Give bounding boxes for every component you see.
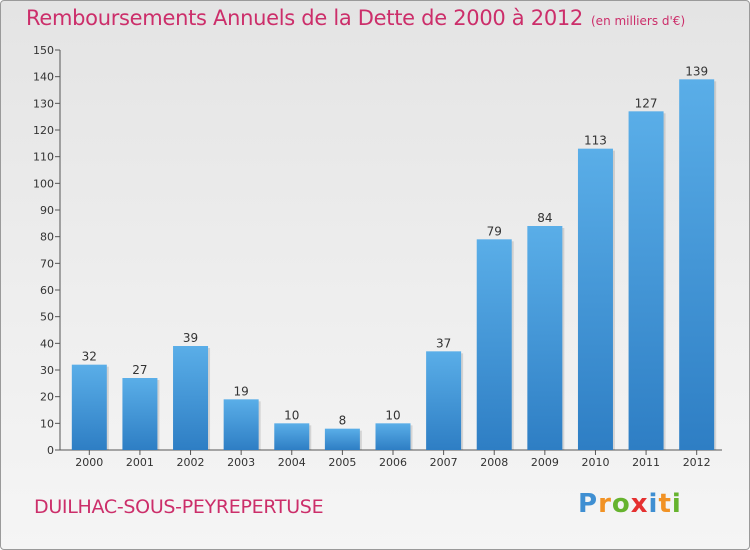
x-tick-label: 2000 <box>75 456 103 469</box>
x-tick-label: 2002 <box>177 456 205 469</box>
chart-title: Remboursements Annuels de la Dette de 20… <box>26 6 685 30</box>
bar-2001 <box>122 378 158 450</box>
data-label: 32 <box>82 350 97 364</box>
y-tick-label: 20 <box>40 391 54 404</box>
data-label: 10 <box>385 408 400 422</box>
x-tick-label: 2003 <box>227 456 255 469</box>
data-label: 84 <box>537 211 552 225</box>
x-tick-label: 2006 <box>379 456 407 469</box>
bar-2008 <box>476 239 512 450</box>
y-tick-label: 110 <box>33 151 54 164</box>
data-label: 27 <box>132 363 147 377</box>
x-tick-label: 2012 <box>683 456 711 469</box>
bar-2009 <box>527 226 563 450</box>
bar-2002 <box>173 346 209 450</box>
data-label: 37 <box>436 336 451 350</box>
y-tick-label: 140 <box>33 71 54 84</box>
bar-2003 <box>223 399 259 450</box>
bar-2010 <box>577 148 613 450</box>
unit-label: (en milliers d'€) <box>591 14 686 28</box>
bar-2005 <box>324 428 360 450</box>
title-text: Remboursements Annuels de la Dette de 20… <box>26 6 583 30</box>
data-label: 19 <box>234 384 249 398</box>
y-tick-label: 60 <box>40 284 54 297</box>
data-label: 113 <box>584 134 607 148</box>
x-tick-label: 2009 <box>531 456 559 469</box>
data-label: 8 <box>339 414 347 428</box>
data-label: 10 <box>284 408 299 422</box>
y-tick-label: 10 <box>40 417 54 430</box>
y-tick-label: 130 <box>33 97 54 110</box>
x-tick-label: 2010 <box>581 456 609 469</box>
y-tick-label: 30 <box>40 364 54 377</box>
data-label: 139 <box>685 64 708 78</box>
bar-2012 <box>679 79 715 450</box>
proxiti-logo[interactable]: Proxiti <box>578 489 682 519</box>
y-tick-label: 150 <box>33 44 54 57</box>
y-tick-label: 0 <box>47 444 54 457</box>
data-label: 127 <box>635 96 658 110</box>
x-tick-label: 2011 <box>632 456 660 469</box>
y-tick-label: 40 <box>40 337 54 350</box>
x-tick-label: 2008 <box>480 456 508 469</box>
bar-2000 <box>71 364 107 450</box>
x-tick-label: 2007 <box>430 456 458 469</box>
data-label: 39 <box>183 331 198 345</box>
y-tick-label: 70 <box>40 257 54 270</box>
bar-2006 <box>375 423 411 450</box>
x-tick-label: 2005 <box>328 456 356 469</box>
commune-name: DUILHAC-SOUS-PEYREPERTUSE <box>34 496 324 518</box>
x-tick-label: 2001 <box>126 456 154 469</box>
bar-2007 <box>426 351 462 450</box>
y-tick-label: 120 <box>33 124 54 137</box>
x-tick-label: 2004 <box>278 456 306 469</box>
data-label: 79 <box>487 224 502 238</box>
y-tick-label: 80 <box>40 231 54 244</box>
bar-2011 <box>628 111 664 450</box>
bar-2004 <box>274 423 310 450</box>
y-tick-label: 100 <box>33 177 54 190</box>
y-tick-label: 90 <box>40 204 54 217</box>
y-tick-label: 50 <box>40 311 54 324</box>
